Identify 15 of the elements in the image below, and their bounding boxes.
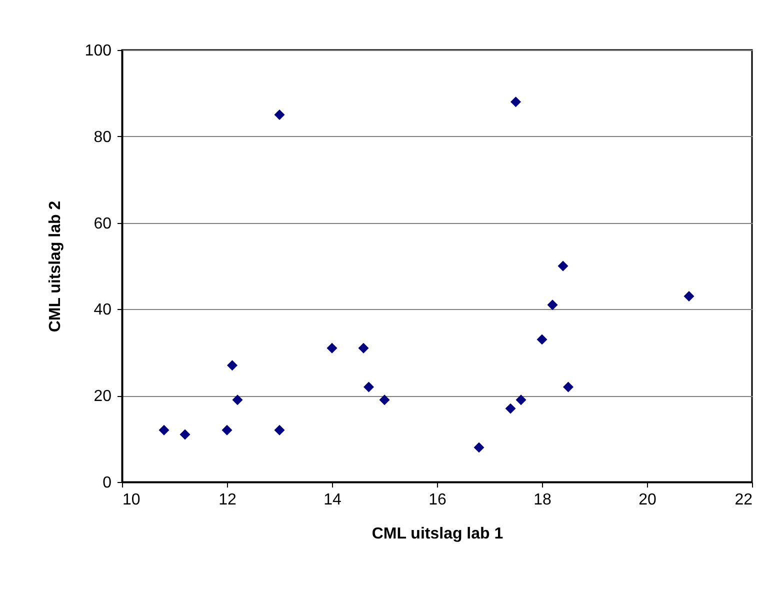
y-tick-label: 40 — [94, 302, 112, 319]
x-tick-label: 18 — [534, 492, 552, 508]
y-tick-label: 0 — [102, 474, 112, 492]
x-axis-title: CML uitslag lab 1 — [372, 526, 504, 542]
y-tick-label: 20 — [94, 388, 112, 406]
x-tick-label: 22 — [734, 492, 753, 508]
x-tick-label: 16 — [428, 492, 446, 508]
x-tick-label: 14 — [324, 492, 342, 508]
y-tick-label: 80 — [94, 128, 112, 146]
y-axis-title: CML uitslag lab 2 — [46, 200, 64, 332]
x-tick-label: 12 — [218, 492, 236, 508]
y-tick-label: 60 — [94, 215, 112, 232]
y-tick-label: 100 — [84, 42, 112, 60]
x-tick-label: 20 — [638, 492, 656, 508]
x-tick-label: 10 — [122, 492, 140, 508]
